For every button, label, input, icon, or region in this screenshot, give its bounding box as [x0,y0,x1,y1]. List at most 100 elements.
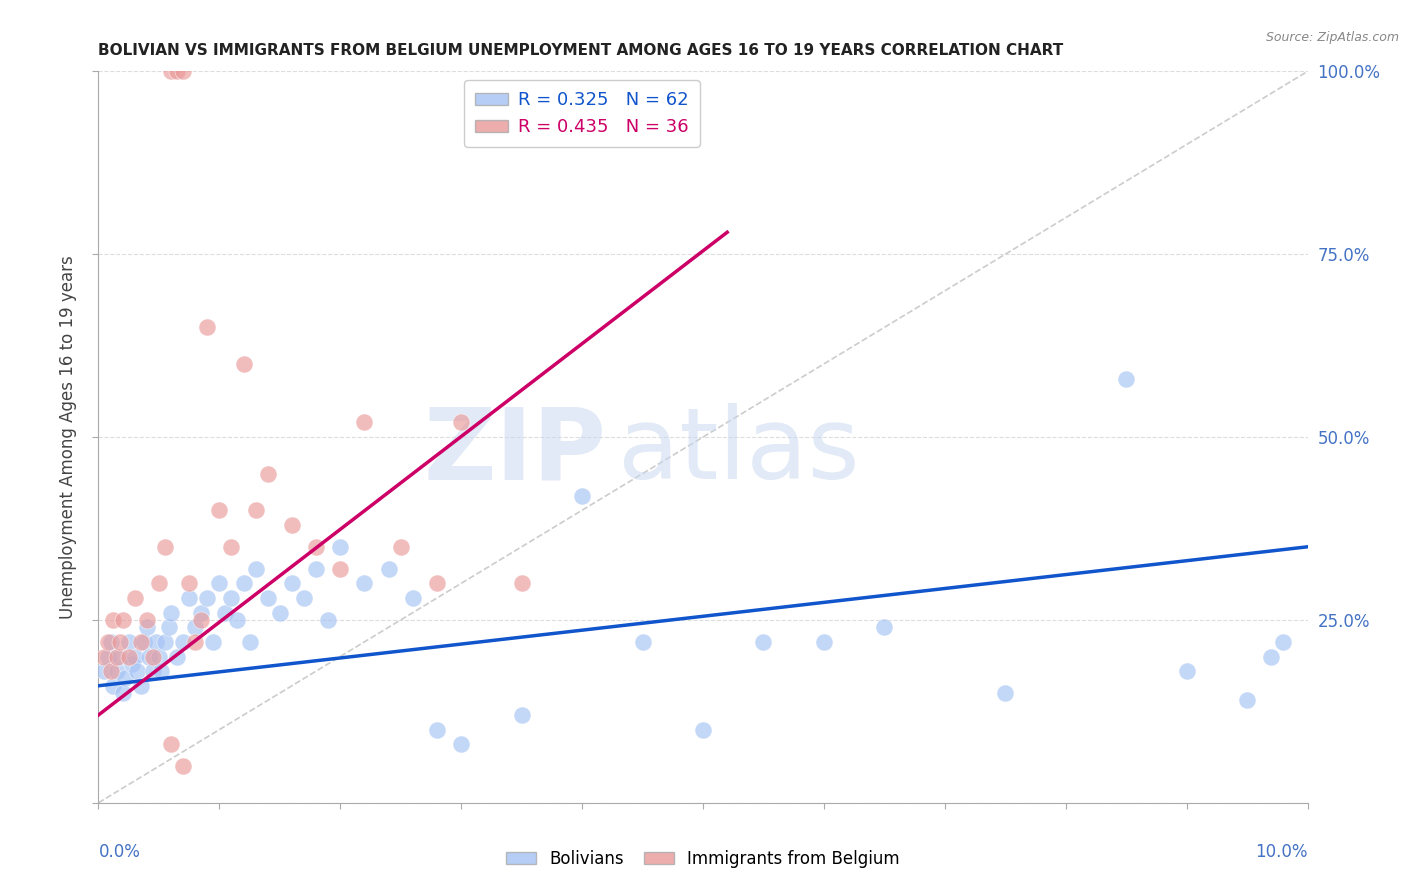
Point [377,562,399,576]
Point [305,562,328,576]
Point [97,635,120,649]
Point [214,606,236,620]
Point [127,664,149,678]
Point [305,540,328,554]
Text: Source: ZipAtlas.com: Source: ZipAtlas.com [1265,31,1399,45]
Point [135,613,157,627]
Point [316,613,339,627]
Point [202,635,225,649]
Point [111,686,134,700]
Point [148,649,170,664]
Point [450,737,472,751]
Point [292,591,315,605]
Point [190,613,212,627]
Point [172,635,194,649]
Point [135,620,157,634]
Point [129,679,152,693]
Point [1236,693,1258,707]
Point [221,540,243,554]
Point [118,649,141,664]
Point [160,64,183,78]
Text: 10.0%: 10.0% [1256,843,1308,861]
Point [232,576,254,591]
Point [389,540,412,554]
Point [239,635,262,649]
Point [195,320,218,334]
Legend: R = 0.325   N = 62, R = 0.435   N = 36: R = 0.325 N = 62, R = 0.435 N = 36 [464,80,700,147]
Point [813,635,835,649]
Point [142,649,165,664]
Point [166,649,188,664]
Point [101,679,124,693]
Point [114,672,136,686]
Point [692,723,714,737]
Point [1260,649,1282,664]
Point [281,576,304,591]
Point [510,708,533,723]
Point [124,649,146,664]
Point [101,613,124,627]
Point [121,657,143,671]
Point [184,620,207,634]
Point [208,503,231,517]
Point [93,664,115,678]
Point [118,635,141,649]
Point [426,723,449,737]
Point [105,664,128,678]
Point [245,503,267,517]
Point [426,576,449,591]
Legend: Bolivians, Immigrants from Belgium: Bolivians, Immigrants from Belgium [499,844,907,875]
Text: ZIP: ZIP [423,403,606,500]
Point [100,664,122,678]
Point [190,606,212,620]
Point [329,562,352,576]
Point [172,64,194,78]
Point [510,576,533,591]
Point [134,635,156,649]
Point [179,576,201,591]
Point [256,467,278,481]
Point [184,635,207,649]
Point [245,562,267,576]
Point [353,576,375,591]
Point [172,759,194,773]
Point [752,635,775,649]
Point [353,416,375,430]
Point [281,517,304,532]
Y-axis label: Unemployment Among Ages 16 to 19 years: Unemployment Among Ages 16 to 19 years [59,255,77,619]
Point [631,635,654,649]
Point [195,591,218,605]
Point [105,649,128,664]
Point [97,649,120,664]
Point [329,540,352,554]
Point [148,576,170,591]
Text: 0.0%: 0.0% [98,843,141,861]
Point [138,649,160,664]
Point [1272,635,1295,649]
Text: BOLIVIAN VS IMMIGRANTS FROM BELGIUM UNEMPLOYMENT AMONG AGES 16 TO 19 YEARS CORRE: BOLIVIAN VS IMMIGRANTS FROM BELGIUM UNEM… [98,43,1064,58]
Point [142,664,165,678]
Point [269,606,291,620]
Point [160,606,183,620]
Point [157,620,180,634]
Point [150,664,173,678]
Point [1175,664,1198,678]
Point [108,635,131,649]
Point [232,357,254,371]
Point [153,635,176,649]
Point [166,64,188,78]
Point [450,416,472,430]
Point [226,613,249,627]
Point [221,591,243,605]
Point [208,576,231,591]
Point [100,635,122,649]
Text: atlas: atlas [619,403,860,500]
Point [160,737,183,751]
Point [124,591,146,605]
Point [179,591,201,605]
Point [145,635,167,649]
Point [994,686,1017,700]
Point [108,649,131,664]
Point [1115,371,1137,385]
Point [93,649,115,664]
